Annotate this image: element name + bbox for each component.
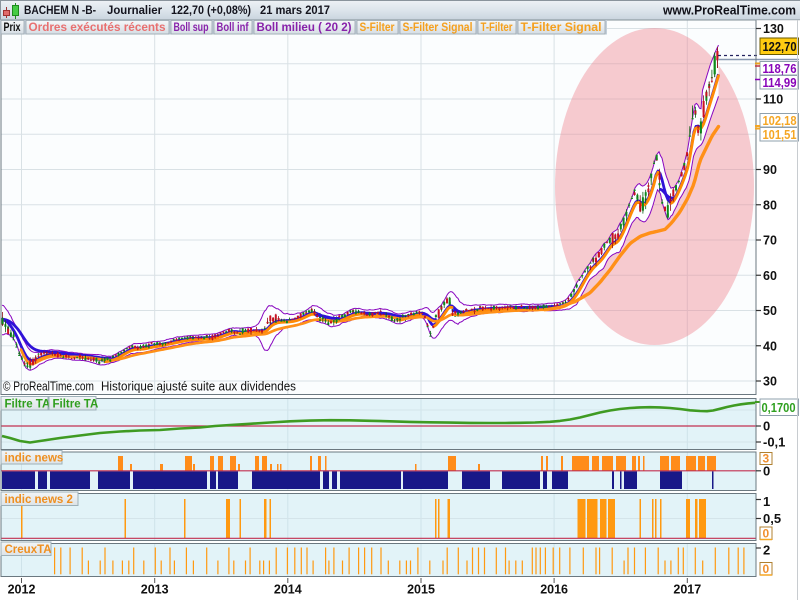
svg-text:Filtre TA: Filtre TA (5, 399, 51, 411)
svg-text:Ordres exécutés récents: Ordres exécutés récents (29, 22, 166, 34)
svg-text:0: 0 (763, 463, 770, 478)
svg-text:2016: 2016 (540, 583, 568, 597)
svg-text:110: 110 (763, 93, 783, 107)
svg-text:BACHEM N -B-: BACHEM N -B- (24, 5, 96, 17)
svg-text:Journalier: Journalier (107, 5, 163, 17)
svg-text:50: 50 (763, 304, 777, 318)
svg-text:S-Filter: S-Filter (360, 22, 395, 34)
svg-text:40: 40 (763, 339, 777, 353)
svg-text:Filtre TA: Filtre TA (53, 399, 99, 411)
svg-text:0,5: 0,5 (763, 511, 781, 526)
svg-text:indic news: indic news (5, 453, 64, 465)
svg-text:CreuxTA: CreuxTA (5, 544, 52, 556)
svg-text:2017: 2017 (673, 583, 701, 597)
svg-text:T-Filter: T-Filter (481, 22, 513, 34)
svg-text:2012: 2012 (8, 583, 36, 597)
svg-text:0: 0 (763, 562, 770, 576)
svg-text:102,18: 102,18 (763, 113, 797, 128)
svg-text:2015: 2015 (407, 583, 435, 597)
svg-text:60: 60 (763, 269, 777, 283)
svg-text:Historique ajusté suite aux di: Historique ajusté suite aux dividendes (101, 380, 296, 394)
svg-text:© ProRealTime.com: © ProRealTime.com (3, 380, 94, 394)
svg-text:130: 130 (763, 22, 784, 36)
svg-text:3: 3 (763, 452, 770, 466)
svg-text:80: 80 (763, 198, 777, 212)
svg-text:0: 0 (763, 527, 770, 541)
svg-text:101,51: 101,51 (763, 127, 797, 142)
svg-text:0,1700: 0,1700 (762, 401, 796, 415)
svg-text:70: 70 (763, 234, 777, 248)
svg-text:-0,1: -0,1 (763, 435, 785, 450)
svg-text:0: 0 (763, 419, 770, 434)
svg-text:2014: 2014 (274, 583, 302, 597)
svg-text:122,70 (+0,08%): 122,70 (+0,08%) (171, 5, 251, 17)
svg-text:118,76: 118,76 (763, 61, 797, 76)
svg-text:www.ProRealTime.com: www.ProRealTime.com (662, 3, 796, 18)
svg-text:indic news 2: indic news 2 (5, 494, 73, 506)
svg-text:21 mars 2017: 21 mars 2017 (260, 5, 330, 17)
svg-text:Boll milieu ( 20 2): Boll milieu ( 20 2) (257, 22, 352, 34)
svg-text:30: 30 (763, 375, 777, 389)
svg-text:1: 1 (763, 494, 770, 509)
svg-text:S-Filter Signal: S-Filter Signal (403, 22, 473, 34)
svg-text:122,70: 122,70 (763, 39, 797, 54)
svg-text:2013: 2013 (141, 583, 169, 597)
svg-text:Boll sup: Boll sup (174, 22, 209, 34)
svg-text:2: 2 (763, 543, 770, 558)
svg-text:90: 90 (763, 163, 777, 177)
svg-text:Boll inf: Boll inf (217, 22, 249, 34)
svg-text:Prix: Prix (4, 22, 21, 34)
svg-text:114,99: 114,99 (763, 75, 797, 90)
svg-text:T-Filter Signal: T-Filter Signal (521, 22, 602, 34)
